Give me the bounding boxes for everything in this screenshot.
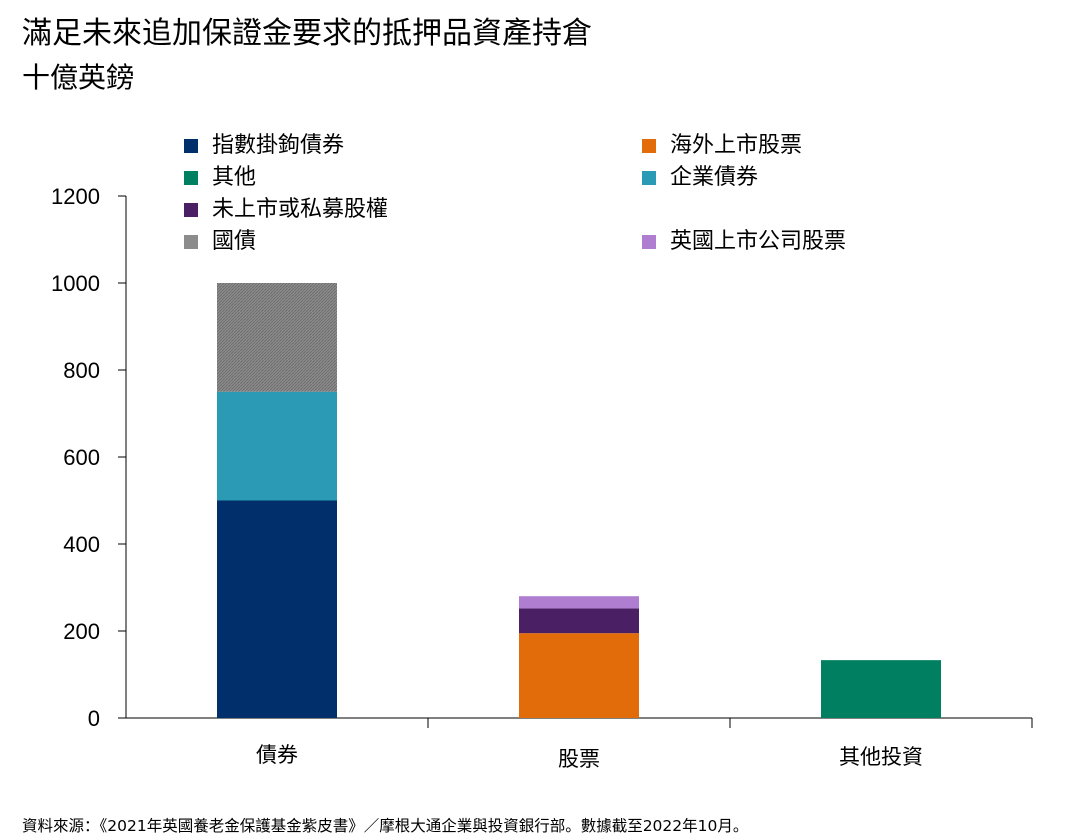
legend-swatch: [184, 203, 198, 217]
bar-segment: [217, 283, 337, 392]
chart-subtitle: 十億英鎊: [22, 61, 135, 94]
y-tick-label: 400: [63, 532, 100, 557]
y-tick-label: 800: [63, 358, 100, 383]
y-tick-label: 200: [63, 619, 100, 644]
bar-segment: [519, 608, 639, 634]
legend-item: 英國上市公司股票: [642, 228, 846, 256]
legend-label: 其他: [212, 165, 257, 190]
legend-label: 未上市或私募股權: [212, 197, 389, 222]
y-tick-label: 1200: [51, 184, 100, 209]
legend-item: 指數掛鉤債券: [184, 132, 344, 160]
legend-item: 其他: [184, 164, 256, 192]
legend-swatch: [184, 139, 198, 153]
x-category-label: 股票: [558, 747, 600, 771]
y-tick-label: 600: [63, 445, 100, 470]
bar-segment: [821, 660, 941, 718]
legend-label: 海外上市股票: [670, 133, 803, 158]
legend-label: 國債: [212, 229, 257, 254]
legend-item: 國債: [184, 228, 256, 256]
x-category-label: 其他投資: [839, 745, 923, 769]
legend-item: 海外上市股票: [642, 132, 802, 160]
legend-swatch: [642, 235, 656, 249]
bar-segment: [217, 500, 337, 718]
bar-segment: [519, 633, 639, 718]
legend-item: 企業債券: [642, 164, 758, 192]
legend-swatch: [184, 235, 198, 249]
legend-swatch: [642, 171, 656, 185]
chart-canvas: 0 200 400 600 800 1000 1200 債券 股票 其他投資: [51, 184, 1033, 771]
legend-item: 未上市或私募股權: [184, 196, 388, 224]
legend-label: 英國上市公司股票: [670, 229, 847, 254]
bar-segment: [217, 391, 337, 501]
legend-label: 指數掛鉤債券: [212, 133, 345, 158]
legend-swatch: [184, 171, 198, 185]
legend-label: 企業債券: [670, 165, 759, 190]
source-note: 資料來源：《2021年英國養老金保護基金紫皮書》／摩根大通企業與投資銀行部。數據…: [22, 817, 749, 835]
bar-segment: [519, 596, 639, 609]
legend-swatch: [642, 139, 656, 153]
chart-title: 滿足未來追加保證金要求的抵押品資產持倉: [22, 16, 592, 51]
y-tick-label: 0: [88, 706, 100, 731]
x-category-label: 債券: [256, 743, 298, 767]
y-tick-label: 1000: [51, 271, 100, 296]
